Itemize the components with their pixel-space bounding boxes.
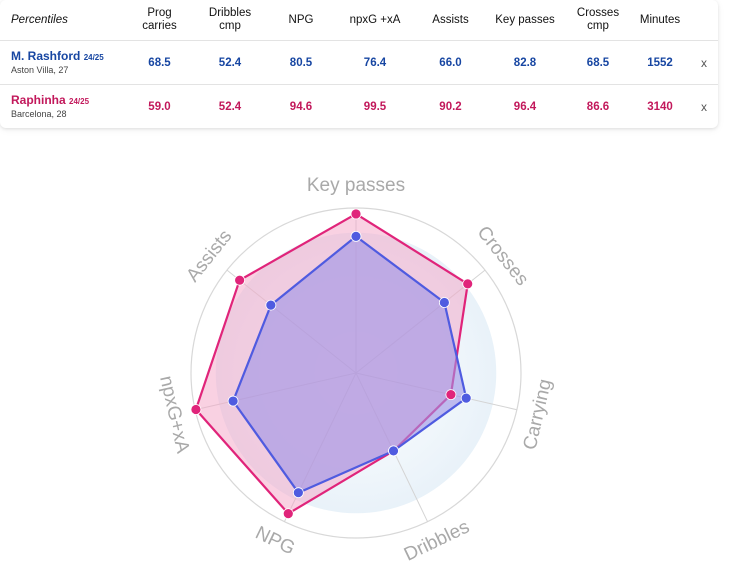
value-cell: 99.5 [363,100,387,113]
value-cell: 3140 [647,100,673,113]
value-cell: 52.4 [218,100,242,113]
player-club: Barcelona, 28 [11,109,67,119]
column-header-npxg-xa[interactable]: npxG +xA [333,0,417,41]
column-header-npg[interactable]: NPG [269,0,333,41]
value-cell: 76.4 [333,40,417,85]
radar-chart: Key passesCrossesCarryingDribblesNPGnpxG… [155,175,556,566]
radar-point[interactable] [462,278,474,290]
radar-point[interactable] [460,392,472,404]
value-cell: 66.0 [417,40,484,85]
radar-axis-label: npxG+xA [155,374,193,456]
column-header-dribbles-cmp[interactable]: Dribbles cmp [191,0,269,41]
percentiles-table: Percentiles Prog carries Dribbles cmp NPG … [0,0,718,128]
table-row-raphinha: Raphinha 24/25 Barcelona, 28 59.0 52.4 9… [0,85,718,129]
radar-point[interactable] [265,299,277,311]
column-header-prog-carries[interactable]: Prog carries [128,0,191,41]
column-header-assists[interactable]: Assists [417,0,484,41]
value-cell: 68.5 [566,40,630,85]
radar-point[interactable] [234,274,246,286]
remove-player-button[interactable]: x [690,40,718,85]
value-cell: 86.6 [586,100,610,113]
radar-axis-label: Key passes [307,175,405,196]
value-cell: 68.5 [128,40,191,85]
radar-point[interactable] [445,389,457,401]
radar-point[interactable] [388,445,399,457]
player-club: Aston Villa, 27 [11,65,69,75]
radar-point[interactable] [282,508,294,520]
radar-point[interactable] [350,208,362,220]
value-cell: 90.2 [439,100,462,113]
value-cell: 59.0 [148,100,171,113]
radar-point[interactable] [438,297,450,308]
player-name[interactable]: Raphinha 24/25 [11,93,90,107]
value-cell: 1552 [630,40,690,85]
table-row-rashford: M. Rashford 24/25 Aston Villa, 27 68.5 5… [0,40,718,85]
player-cell: Raphinha 24/25 Barcelona, 28 [0,85,128,129]
value-cell: 94.6 [289,100,313,113]
radar-area-m-rashford [232,235,468,494]
remove-player-button[interactable]: x [701,99,707,114]
column-header-remove [690,0,718,41]
radar-axis-label: Carrying [520,377,556,452]
table-header-row: Percentiles Prog carries Dribbles cmp NPG … [0,0,718,41]
radar-point[interactable] [292,487,304,499]
value-cell: 82.8 [484,40,566,85]
column-header-key-passes[interactable]: Key passes [484,0,566,41]
percentiles-header: Percentiles [0,0,128,41]
value-cell: 80.5 [269,40,333,85]
radar-point[interactable] [227,395,239,407]
column-header-minutes[interactable]: Minutes [630,0,690,41]
radar-point[interactable] [350,230,362,242]
player-cell: M. Rashford 24/25 Aston Villa, 27 [0,40,128,85]
radar-axis-label: NPG [252,523,298,560]
player-name[interactable]: M. Rashford 24/25 [11,49,104,63]
value-cell: 52.4 [191,40,269,85]
radar-point[interactable] [190,404,202,415]
value-cell: 96.4 [513,100,537,113]
column-header-crosses-cmp[interactable]: Crosses cmp [566,0,630,41]
percentiles-table-card: Percentiles Prog carries Dribbles cmp NPG … [0,0,718,128]
